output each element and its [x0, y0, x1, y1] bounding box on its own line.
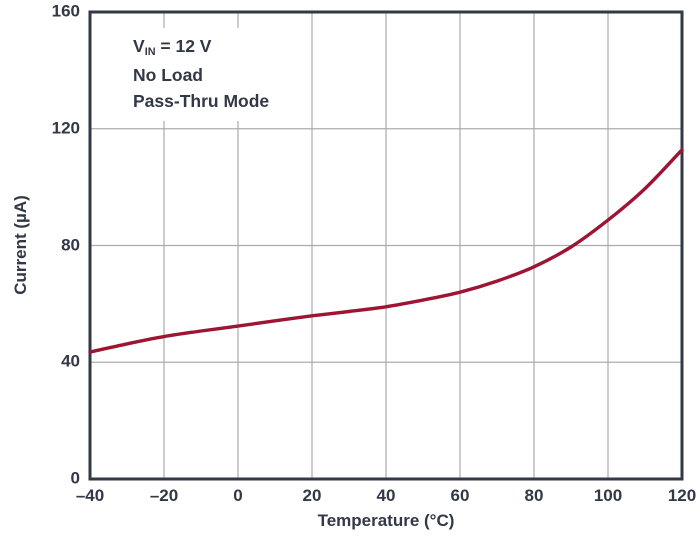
y-tick-label: 160	[51, 1, 80, 21]
x-tick-label: 120	[667, 486, 697, 505]
x-tick-label: 100	[593, 486, 623, 505]
vin-value: = 12 V	[155, 36, 212, 56]
y-tick-label: 80	[61, 235, 80, 255]
test-conditions-annotation: VIN = 12 V No Load Pass-Thru Mode	[124, 28, 282, 121]
y-axis-title: Current (µA)	[11, 195, 30, 295]
data-curve	[88, 148, 684, 354]
x-tick-label: 60	[450, 486, 470, 505]
x-tick-label: 20	[302, 486, 322, 505]
vin-symbol: V	[133, 36, 145, 56]
y-tick-label: 0	[70, 468, 80, 488]
x-tick-label: –40	[75, 486, 105, 505]
x-axis-title: Temperature (°C)	[317, 511, 455, 530]
y-tick-label: 120	[51, 118, 80, 138]
x-tick-label: –20	[149, 486, 179, 505]
annotation-load-line: No Load	[133, 65, 203, 85]
plot-border	[88, 10, 684, 481]
y-tick-label: 40	[61, 351, 80, 371]
x-tick-label: 80	[524, 486, 544, 505]
annotation-vin-line: VIN = 12 V	[133, 33, 269, 62]
vin-subscript: IN	[144, 45, 156, 58]
x-tick-label: 0	[233, 486, 243, 505]
annotation-mode-line: Pass-Thru Mode	[133, 91, 270, 111]
x-tick-label: 40	[376, 486, 396, 505]
